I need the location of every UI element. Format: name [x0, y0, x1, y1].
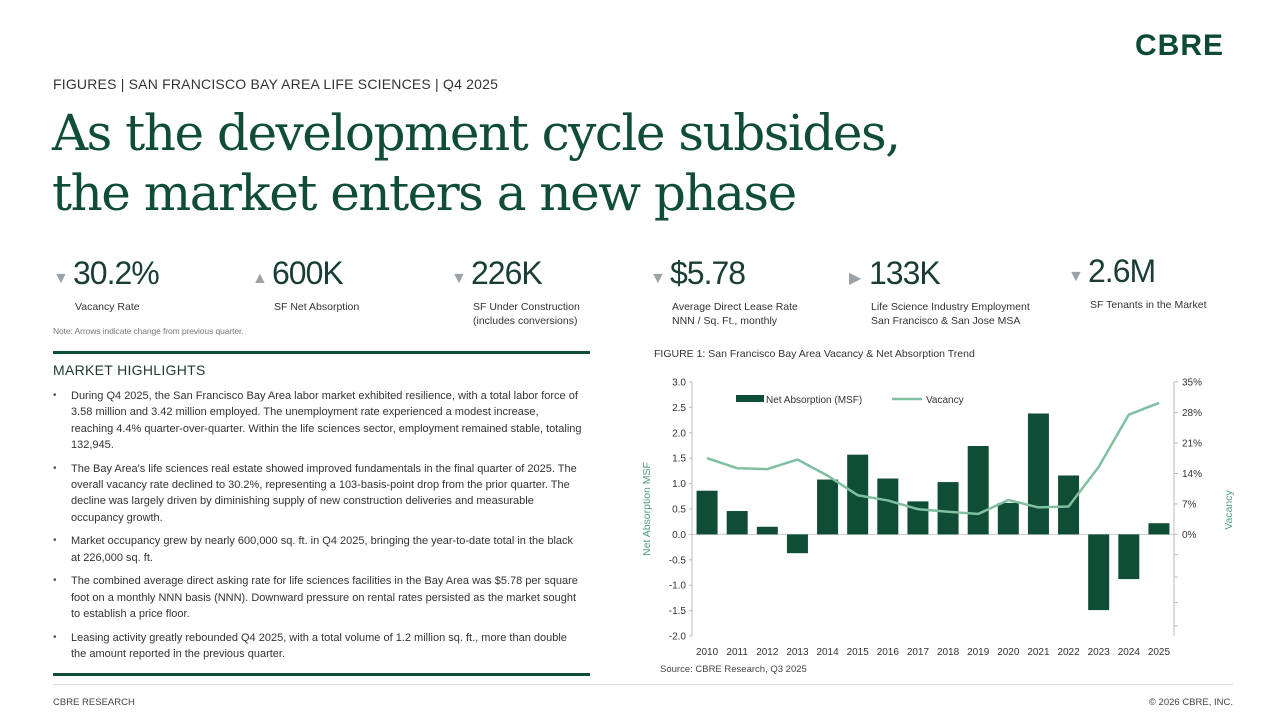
y-tick-label: -1.5: [669, 606, 687, 617]
legend-label: Net Absorption (MSF): [766, 395, 862, 406]
legend-label: Vacancy: [926, 395, 964, 406]
headline-line-2: the market enters a new phase: [52, 164, 797, 222]
down-triangle-icon: ▼: [1068, 268, 1084, 285]
list-item: Market occupancy grew by nearly 600,000 …: [53, 533, 583, 566]
bar: [967, 446, 989, 535]
x-tick-label: 2010: [696, 647, 719, 658]
stat-employment: ▶ 133K Life Science Industry Employment Sa…: [849, 255, 1039, 328]
arrow-note: Note: Arrows indicate change from previo…: [53, 326, 244, 336]
y-tick-label: 2.0: [672, 428, 686, 439]
list-item: During Q4 2025, the San Francisco Bay Ar…: [53, 388, 583, 453]
x-tick-label: 2018: [937, 647, 960, 658]
list-item: The combined average direct asking rate …: [53, 573, 583, 622]
y2-tick-label: 7%: [1182, 499, 1197, 510]
x-tick-label: 2021: [1027, 647, 1050, 658]
right-triangle-icon: ▶: [849, 270, 862, 287]
y-tick-label: 3.0: [672, 378, 686, 389]
bar: [726, 511, 748, 535]
y2-tick-label: 14%: [1182, 469, 1202, 480]
stat-value: 226K: [471, 255, 543, 291]
down-triangle-icon: ▼: [451, 270, 467, 287]
list-item: Leasing activity greatly rebounded Q4 20…: [53, 630, 583, 663]
x-tick-label: 2019: [967, 647, 990, 658]
y-axis-title: Net Absorption MSF: [641, 462, 653, 556]
vacancy-line: [706, 401, 1160, 516]
market-highlights-list: During Q4 2025, the San Francisco Bay Ar…: [53, 388, 583, 670]
bar: [1148, 523, 1170, 535]
y2-tick-label: 28%: [1182, 408, 1202, 419]
y2-tick-label: 0%: [1182, 530, 1197, 541]
legend-bar-swatch: [736, 395, 764, 402]
stat-value: $5.78: [670, 255, 746, 291]
x-tick-label: 2014: [816, 647, 839, 658]
y-tick-label: 0.0: [672, 530, 686, 541]
stat-label: SF Net Absorption: [274, 301, 360, 313]
stat-label: Life Science Industry Employment San Fran…: [871, 301, 1030, 327]
x-tick-label: 2013: [786, 647, 809, 658]
y-tick-label: 1.5: [672, 454, 686, 465]
x-tick-label: 2023: [1088, 647, 1111, 658]
x-tick-label: 2012: [756, 647, 779, 658]
y-tick-label: 1.0: [672, 479, 686, 490]
x-tick-label: 2016: [877, 647, 900, 658]
footer-label: CBRE RESEARCH: [53, 697, 135, 708]
stat-label: Vacancy Rate: [75, 301, 140, 313]
down-triangle-icon: ▼: [650, 270, 666, 287]
y-tick-label: -0.5: [669, 555, 687, 566]
bar: [817, 479, 839, 535]
x-tick-label: 2022: [1057, 647, 1080, 658]
y-tick-label: -1.0: [669, 581, 687, 592]
divider: [53, 673, 590, 676]
stat-label: SF Tenants in the Market: [1090, 299, 1207, 311]
x-tick-label: 2024: [1118, 647, 1141, 658]
page-title: As the development cycle subsides, the m…: [52, 103, 952, 223]
vacancy-absorption-chart: 3.0 2.5 2.0 1.5 1.0 0.5 0.0 -0.5 -1.0 -1.5 -2.0 35%…: [641, 378, 1235, 659]
x-tick-label: 2015: [847, 647, 870, 658]
bar: [1027, 413, 1049, 535]
divider: [53, 351, 590, 354]
bar: [877, 478, 899, 535]
x-tick-label: 2025: [1148, 647, 1171, 658]
footer-divider: [53, 684, 1233, 685]
page-kicker: FIGURES | SAN FRANCISCO BAY AREA LIFE SC…: [53, 76, 499, 92]
cbre-logo: CBRE: [1135, 29, 1225, 62]
list-item: The Bay Area's life sciences real estate…: [53, 461, 583, 526]
stat-lease-rate: ▼ $5.78 Average Direct Lease Rate NNN / Sq…: [650, 255, 840, 328]
bar: [997, 502, 1019, 535]
stat-under-construction: ▼ 226K SF Under Construction (includes con…: [451, 255, 641, 328]
y2-tick-label: 35%: [1182, 378, 1202, 389]
market-highlights-title: MARKET HIGHLIGHTS: [53, 362, 206, 378]
stat-label: SF Under Construction (includes conversio…: [473, 301, 580, 327]
y2-tick-label: 21%: [1182, 438, 1202, 449]
stat-net-absorption: ▲ 600K SF Net Absorption: [252, 255, 442, 314]
bar: [696, 490, 718, 535]
x-tick-label: 2017: [907, 647, 930, 658]
stat-tenants-in-market: ▼ 2.6M SF Tenants in the Market: [1068, 253, 1258, 312]
stat-value: 2.6M: [1088, 253, 1156, 289]
stat-value: 133K: [869, 255, 941, 291]
x-tick-label: 2011: [726, 647, 748, 658]
figure-title: FIGURE 1: San Francisco Bay Area Vacancy…: [654, 348, 975, 360]
copyright: © 2026 CBRE, INC.: [1148, 697, 1233, 708]
y-tick-label: -2.0: [669, 632, 687, 643]
bar: [786, 534, 808, 554]
bar: [1118, 534, 1140, 580]
down-triangle-icon: ▼: [53, 270, 69, 287]
bar: [756, 526, 778, 535]
x-tick-label: 2020: [997, 647, 1020, 658]
figure-source: Source: CBRE Research, Q3 2025: [660, 664, 807, 675]
y-tick-label: 0.5: [672, 505, 686, 516]
stat-vacancy-rate: ▼ 30.2% Vacancy Rate: [53, 255, 243, 314]
up-triangle-icon: ▲: [252, 270, 268, 287]
bar: [937, 482, 959, 535]
stat-label: Average Direct Lease Rate NNN / Sq. Ft., …: [672, 301, 798, 327]
stat-value: 600K: [272, 255, 344, 291]
y-tick-label: 2.5: [672, 403, 686, 414]
headline-line-1: As the development cycle subsides,: [52, 104, 901, 162]
stat-value: 30.2%: [73, 255, 160, 291]
y2-axis-title: Vacancy: [1223, 490, 1235, 530]
bar: [1088, 534, 1110, 611]
